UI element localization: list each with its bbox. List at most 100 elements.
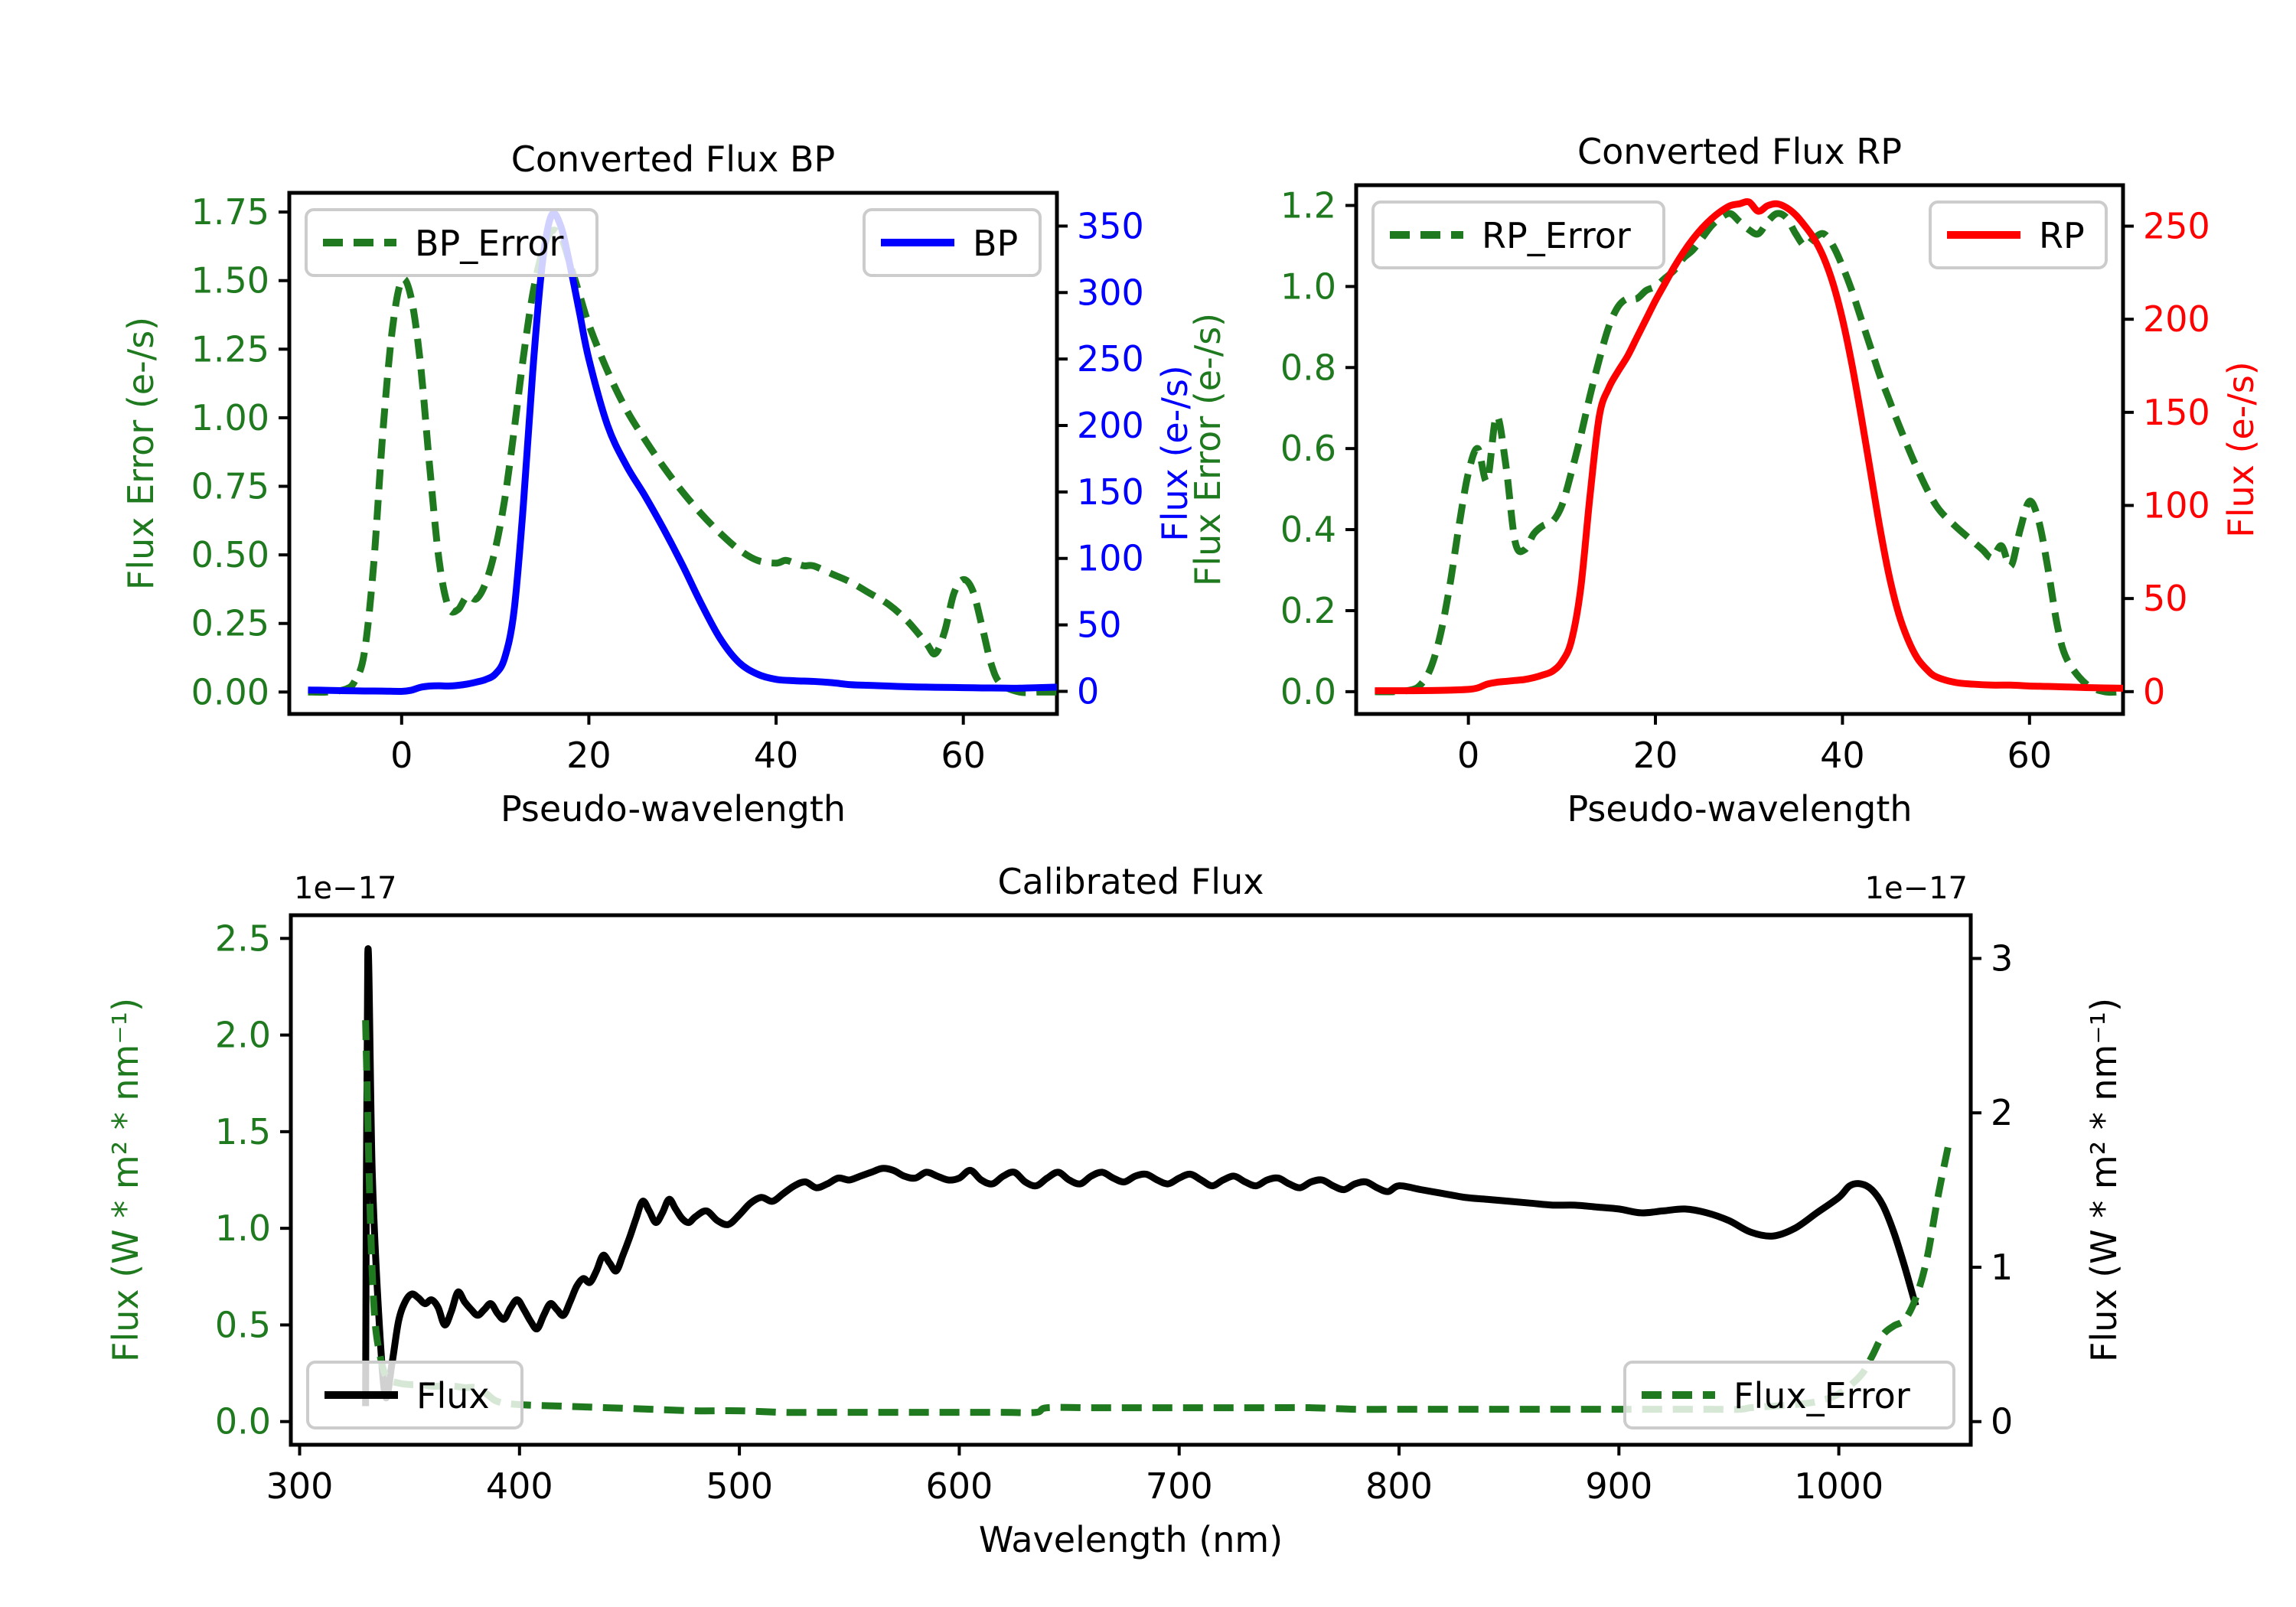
x-tick-label: 900	[1585, 1465, 1652, 1507]
y-tick-label-right: 2	[1991, 1092, 2013, 1133]
x-tick-label: 500	[706, 1465, 773, 1507]
axes-calibrated: Calibrated Flux 1e−17 1e−17 300 400 500 600 700…	[105, 861, 2125, 1560]
x-tick-label: 60	[2007, 735, 2053, 776]
y-tick-label-right: 300	[1077, 272, 1144, 313]
legend-label-rp: RP	[2039, 215, 2085, 256]
legend-label-flux_error: Flux_Error	[1733, 1375, 1910, 1416]
y-axis-title-left-rp: Flux Error (e-/s)	[1187, 313, 1228, 586]
y-tick-label-left: 1.0	[1280, 266, 1336, 307]
y-tick-label-right: 50	[1077, 605, 1122, 646]
legend-left-calibrated[interactable]: Flux	[306, 1361, 523, 1429]
y-tick-label-left: 1.2	[1280, 184, 1336, 226]
legend-left-bp[interactable]: BP_Error	[305, 208, 598, 277]
axes-bp: Converted Flux BP 0 20 40 60 Pseudo-wavelengt…	[120, 139, 1195, 830]
y-tick-label-left: 0.0	[215, 1401, 271, 1442]
series-line-bp_error	[308, 227, 1057, 696]
y-axis-title-left-bp: Flux Error (e-/s)	[120, 317, 161, 590]
y-tick-label-left: 2.5	[215, 918, 271, 959]
y-tick-label-left: 1.75	[191, 191, 269, 233]
y-tick-label-right: 0	[2143, 671, 2165, 712]
y-tick-label-left: 1.00	[191, 397, 269, 438]
y-tick-label-left: 1.25	[191, 328, 269, 370]
y-tick-label-left: 0.5	[215, 1304, 271, 1345]
legend-box	[306, 1361, 523, 1429]
legend-right-calibrated[interactable]: Flux_Error	[1623, 1361, 1955, 1429]
y-tick-label-right: 350	[1077, 205, 1144, 246]
y-tick-label-right: 1	[1991, 1247, 2013, 1288]
x-axis-title-calibrated: Wavelength (nm)	[979, 1519, 1283, 1560]
x-tick-label: 800	[1365, 1465, 1433, 1507]
y-tick-label-right: 3	[1991, 937, 2013, 979]
x-tick-label: 20	[1633, 735, 1678, 776]
series-line-rp_error	[1375, 210, 2123, 696]
y-tick-label-right: 50	[2143, 578, 2188, 619]
x-tick-label: 60	[941, 735, 986, 776]
x-tick-label: 20	[566, 735, 612, 776]
plot-title-bp: Converted Flux BP	[511, 139, 836, 180]
y-tick-label-right: 200	[1077, 405, 1144, 446]
legend-right-bp[interactable]: BP	[863, 208, 1042, 277]
y-tick-label-left: 0.8	[1280, 347, 1336, 388]
legend-box	[305, 208, 598, 277]
y-axis-title-right-rp: Flux (e-/s)	[2220, 361, 2262, 538]
y-tick-label-left: 2.0	[215, 1015, 271, 1056]
y-axis-title-right-calibrated: Flux (W * m² * nm⁻¹)	[2083, 998, 2125, 1362]
y-tick-label-left: 1.5	[215, 1111, 271, 1152]
x-tick-label: 0	[390, 735, 413, 776]
plot-title-rp: Converted Flux RP	[1577, 131, 1902, 172]
x-tick-label: 1000	[1794, 1465, 1883, 1507]
series-line-flux	[362, 945, 1919, 1407]
series-line-bp	[308, 209, 1057, 696]
x-tick-label: 700	[1146, 1465, 1213, 1507]
y-tick-label-left: 0.2	[1280, 590, 1336, 631]
x-tick-label: 40	[1820, 735, 1865, 776]
y-axis-title-left-calibrated: Flux (W * m² * nm⁻¹)	[105, 998, 146, 1362]
y-tick-label-left: 0.4	[1280, 509, 1336, 550]
series-group-rp	[1375, 197, 2123, 696]
y-tick-label-left: 0.25	[191, 603, 269, 644]
series-group-calibrated	[362, 945, 1952, 1416]
y-axis-offset-label-right: 1e−17	[1865, 871, 1968, 906]
legend-right-rp[interactable]: RP	[1929, 200, 2108, 269]
y-tick-label-left: 0.50	[191, 534, 269, 575]
series-group-bp	[308, 209, 1057, 696]
x-tick-label: 400	[486, 1465, 553, 1507]
legend-label-bp: BP	[973, 223, 1018, 264]
y-tick-label-right: 150	[2143, 392, 2210, 433]
x-tick-label: 600	[925, 1465, 993, 1507]
legend-box	[1371, 200, 1665, 269]
plot-frame-calibrated	[289, 913, 1973, 1447]
y-tick-label-right: 150	[1077, 471, 1144, 513]
x-axis-title-bp: Pseudo-wavelength	[501, 788, 846, 830]
x-tick-label: 40	[754, 735, 799, 776]
legend-box	[1623, 1361, 1955, 1429]
legend-label-bp_error: BP_Error	[415, 223, 564, 264]
y-tick-label-right: 200	[2143, 298, 2210, 340]
y-tick-label-left: 0.6	[1280, 428, 1336, 469]
y-tick-label-right: 100	[1077, 538, 1144, 579]
y-axis-offset-label-left: 1e−17	[294, 871, 396, 906]
x-tick-label: 300	[266, 1465, 334, 1507]
legend-label-rp_error: RP_Error	[1482, 215, 1631, 256]
legend-label-flux: Flux	[416, 1375, 490, 1416]
y-tick-label-left: 0.0	[1280, 671, 1336, 712]
y-tick-label-right: 250	[1077, 338, 1144, 380]
plot-frame-bp	[287, 191, 1059, 716]
x-tick-label: 0	[1457, 735, 1479, 776]
legend-left-rp[interactable]: RP_Error	[1371, 200, 1665, 269]
y-axis-title-right-bp: Flux (e-/s)	[1154, 365, 1195, 542]
y-tick-label-left: 1.50	[191, 260, 269, 302]
y-tick-label-left: 1.0	[215, 1208, 271, 1249]
y-tick-label-left: 0.00	[191, 671, 269, 712]
axes-rp: Converted Flux RP 0 20 40 60 Pseudo-wavelengt…	[1187, 131, 2262, 830]
plot-title-calibrated: Calibrated Flux	[998, 861, 1264, 902]
x-axis-title-rp: Pseudo-wavelength	[1567, 788, 1912, 830]
y-tick-label-right: 100	[2143, 484, 2210, 526]
y-tick-label-right: 250	[2143, 206, 2210, 247]
series-line-rp	[1375, 197, 2123, 695]
y-tick-label-right: 0	[1077, 670, 1099, 712]
y-tick-label-left: 0.75	[191, 466, 269, 507]
y-tick-label-right: 0	[1991, 1401, 2013, 1442]
